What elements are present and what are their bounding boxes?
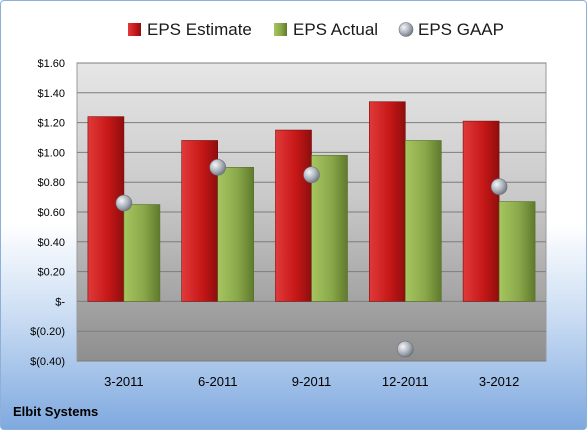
eps-gaap-point xyxy=(396,340,414,358)
y-tick-label: $- xyxy=(55,296,65,308)
legend: EPS Estimate EPS Actual EPS GAAP xyxy=(128,20,504,39)
eps-estimate-bar xyxy=(462,120,500,302)
x-tick-label: 9-2011 xyxy=(292,374,332,389)
eps-gaap-point xyxy=(303,166,320,184)
eps-gaap-point xyxy=(115,194,133,212)
legend-swatch xyxy=(274,23,287,36)
eps-estimate-bar xyxy=(275,129,312,302)
y-tick-label: $(0.20) xyxy=(30,326,65,338)
y-tick-label: $0.20 xyxy=(37,267,65,279)
y-tick-label: $0.80 xyxy=(37,177,65,189)
x-axis-ticks: 3-2011 6-2011 9-2011 12-2011 3-2012 xyxy=(104,374,519,389)
y-tick-label: $1.40 xyxy=(37,88,65,100)
y-tick-label: $(0.40) xyxy=(30,356,65,368)
eps-actual-bar xyxy=(217,167,254,302)
eps-actual-bar xyxy=(498,201,536,302)
x-tick-label: 3-2011 xyxy=(104,374,144,389)
y-tick-label: $1.60 xyxy=(37,58,65,70)
bars xyxy=(87,101,536,302)
legend-swatch xyxy=(128,23,141,36)
x-tick-label: 3-2012 xyxy=(479,374,519,389)
y-tick-label: $0.60 xyxy=(37,207,65,219)
eps-actual-bar xyxy=(123,204,161,302)
eps-estimate-bar xyxy=(87,116,125,302)
y-axis-ticks: $1.60 $1.40 $1.20 $1.00 $0.80 $0.60 $0.40 $0.20… xyxy=(30,58,65,368)
gaap-points xyxy=(115,159,508,358)
legend-label: EPS GAAP xyxy=(418,20,504,39)
y-tick-label: $0.40 xyxy=(37,237,65,249)
company-label: Elbit Systems xyxy=(13,404,98,419)
eps-estimate-bar xyxy=(368,101,406,302)
eps-gaap-point xyxy=(209,159,226,176)
y-tick-label: $1.20 xyxy=(37,118,65,130)
legend-label: EPS Actual xyxy=(293,20,378,39)
y-tick-label: $1.00 xyxy=(37,147,65,159)
legend-swatch xyxy=(398,22,414,37)
legend-label: EPS Estimate xyxy=(147,20,252,39)
eps-gaap-point xyxy=(490,178,508,195)
x-tick-label: 6-2011 xyxy=(198,374,238,389)
eps-actual-bar xyxy=(404,140,442,302)
x-tick-label: 12-2011 xyxy=(382,374,429,389)
